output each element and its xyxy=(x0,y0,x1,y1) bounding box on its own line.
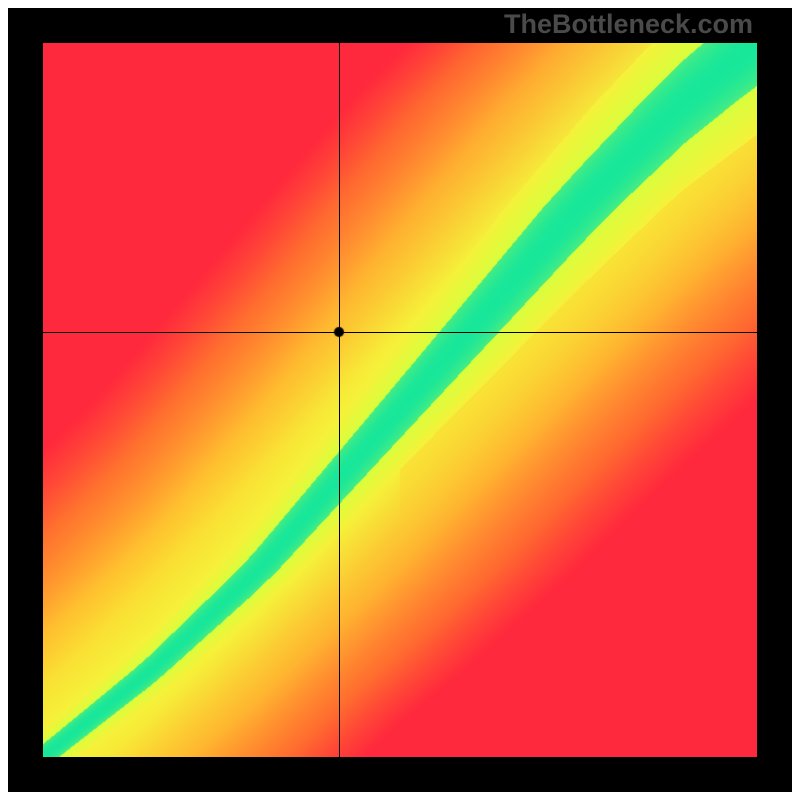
crosshair-dot xyxy=(333,326,345,338)
figure-container: TheBottleneck.com xyxy=(0,0,800,800)
crosshair-vertical-line xyxy=(339,43,340,757)
crosshair-horizontal-line xyxy=(43,332,757,333)
bottleneck-heatmap xyxy=(43,43,757,757)
source-watermark: TheBottleneck.com xyxy=(504,9,753,40)
